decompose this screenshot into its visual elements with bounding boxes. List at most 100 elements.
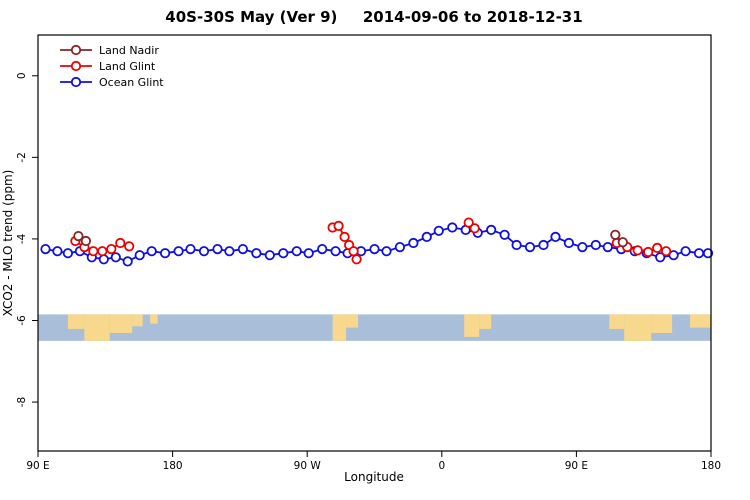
data-point [652,242,663,253]
legend-label-land-nadir: Land Nadir [99,44,159,57]
y-tick-label: -4 [16,233,28,244]
data-point [351,254,362,265]
data-point [224,246,235,257]
data-point [563,237,575,249]
x-axis-label: Longitude [344,470,404,484]
x-tick-label: 90 W [294,460,322,472]
map-land-patch [464,314,480,337]
series-land-nadir [73,229,628,248]
legend-item-land-glint: Land Glint [60,60,156,73]
data-point [668,250,679,261]
y-tick-label: -2 [16,152,28,162]
y-tick-label: -6 [16,315,28,326]
map-land-patch [479,314,492,329]
data-point [173,246,184,257]
series-layer [40,217,714,267]
data-point [590,239,601,251]
series-ocean-glint [40,222,714,267]
map-land-patch [690,314,711,328]
legend-item-land-nadir: Land Nadir [60,44,159,57]
series-land-glint [70,217,672,265]
data-point [632,245,643,256]
legend-marker-land-nadir [70,44,82,56]
data-point [40,244,51,255]
data-point [88,246,99,257]
plot-border [37,34,712,452]
data-point [264,250,275,261]
legend: Land Nadir Land Glint Ocean Glint [60,44,164,89]
data-point [73,231,84,242]
data-point [339,231,350,242]
data-point [198,246,210,257]
data-point [433,225,444,236]
data-point [702,248,714,259]
data-point [511,239,522,251]
data-point [160,248,171,259]
x-tick-label: 0 [438,460,445,472]
data-point [237,244,248,255]
data-point [538,239,549,251]
data-point [394,242,405,253]
data-point [62,248,74,259]
map-land-patch [624,314,652,341]
data-point [421,231,432,242]
x-tick-label: 180 [701,460,721,472]
y-axis-label: XCO2 - MLO trend (ppm) [1,170,15,317]
data-point [550,231,561,242]
data-point [655,252,666,263]
data-point [52,246,63,257]
axes-layer: 90 E 180 90 W 0 90 E 180 0 -2 -4 -6 -8 [16,72,721,472]
data-point [303,248,314,259]
data-point [333,220,344,231]
data-point [110,252,121,263]
x-tick-label: 90 E [26,460,49,472]
data-point [381,246,392,257]
data-point [447,222,458,233]
data-point [680,246,691,257]
map-land-patch [109,314,133,333]
data-point [251,248,262,259]
legend-item-ocean-glint: Ocean Glint [60,76,164,89]
data-point [122,256,133,267]
legend-marker-ocean-glint [70,76,82,88]
data-point [317,244,328,255]
data-point [463,217,474,228]
legend-label-land-glint: Land Glint [99,60,156,73]
map-land-patch [84,314,110,341]
map-land-patch [67,314,85,329]
data-point [115,237,126,249]
chart-title: 40S-30S May (Ver 9) 2014-09-06 to 2018-1… [165,8,582,26]
data-point [106,244,117,255]
data-point [330,246,341,257]
data-point [185,244,196,255]
data-point [524,242,536,253]
data-point [617,237,628,248]
data-point [693,248,705,259]
data-point [486,224,497,235]
map-land-patch [651,314,673,333]
data-point [278,248,289,259]
map-land-patch [346,314,359,328]
map-land-patch [150,314,158,324]
data-point [369,244,380,255]
legend-label-ocean-glint: Ocean Glint [99,76,164,89]
data-point [98,254,109,265]
legend-marker-land-glint [70,60,82,72]
x-tick-label: 90 E [565,460,588,472]
data-point [134,250,145,261]
data-point [643,246,654,258]
map-land-patch [132,314,143,327]
data-point [499,229,510,240]
data-point [291,246,302,257]
data-point [212,244,223,255]
data-point [97,246,108,257]
data-point [348,246,359,257]
x-tick-label: 180 [163,460,183,472]
data-point [660,246,672,257]
data-point [408,237,419,249]
data-point [80,235,92,247]
data-point [602,242,613,253]
y-tick-label: 0 [16,72,28,79]
